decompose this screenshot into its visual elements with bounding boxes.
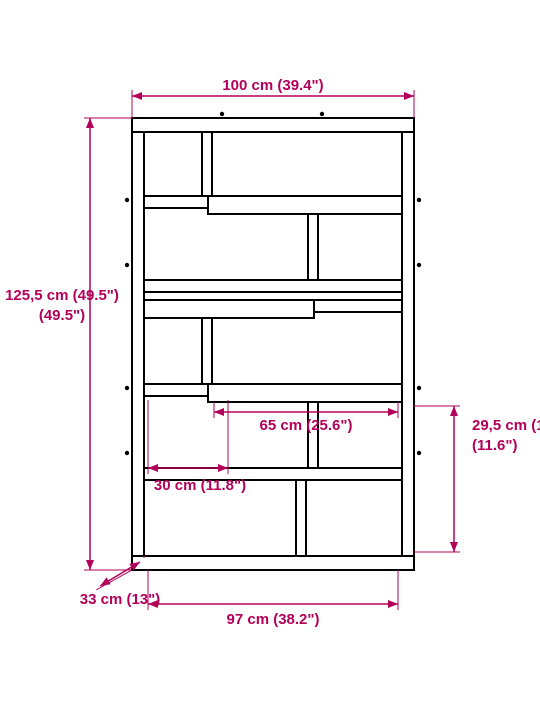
ext: [96, 570, 132, 590]
arrowhead: [388, 408, 398, 416]
dimensions.inner_width_65.label: 65 cm (25.6"): [260, 417, 353, 434]
dimensions.left_height.label2: (49.5"): [39, 307, 85, 324]
arrowhead: [132, 92, 142, 100]
panel-4: [314, 300, 402, 312]
peg-hole-2: [125, 386, 129, 390]
divider-1: [308, 214, 318, 280]
arrowhead: [404, 92, 414, 100]
peg-hole-6: [417, 386, 421, 390]
peg-hole-5: [417, 263, 421, 267]
peg-hole-4: [417, 198, 421, 202]
left-side: [132, 132, 144, 556]
arrowhead: [86, 118, 94, 128]
dimensions.bottom_width_97.label: 97 cm (38.2"): [227, 611, 320, 628]
panel-6: [208, 384, 402, 402]
dimensions.left_height.label: 125,5 cm (49.5"): [5, 287, 119, 304]
arrowhead: [214, 408, 224, 416]
dimensions.top_width.label: 100 cm (39.4"): [222, 77, 323, 94]
dimension-drawing: 100 cm (39.4") 125,5 cm (49.5") (49.5") 65 …: [0, 0, 540, 720]
dimensions.inner_width_30.label: 30 cm (11.8"): [154, 477, 246, 494]
panel-2: [144, 280, 402, 292]
arrowhead: [218, 464, 228, 472]
divider-4: [296, 480, 306, 556]
right-side: [402, 132, 414, 556]
arrowhead: [388, 600, 398, 608]
divider-0: [202, 132, 212, 196]
dimensions.right_height_295.label: 29,5 cm (11.6"): [472, 417, 540, 434]
peg-hole-7: [417, 451, 421, 455]
peg-hole-0: [125, 198, 129, 202]
peg-hole-9: [320, 112, 324, 116]
arrowhead: [450, 542, 458, 552]
bottom-board: [132, 556, 414, 570]
arrowhead: [100, 577, 111, 586]
peg-hole-8: [220, 112, 224, 116]
panel-5: [144, 384, 208, 396]
top-board: [132, 118, 414, 132]
arrowhead: [148, 464, 158, 472]
dimensions.right_height_295.label2: (11.6"): [472, 437, 517, 454]
panel-1: [208, 196, 402, 214]
shelf-unit: [125, 112, 421, 570]
panel-0: [144, 196, 208, 208]
peg-hole-1: [125, 263, 129, 267]
arrowhead: [86, 560, 94, 570]
divider-2: [202, 318, 212, 384]
panel-3: [144, 300, 314, 318]
peg-hole-3: [125, 451, 129, 455]
arrowhead: [450, 406, 458, 416]
